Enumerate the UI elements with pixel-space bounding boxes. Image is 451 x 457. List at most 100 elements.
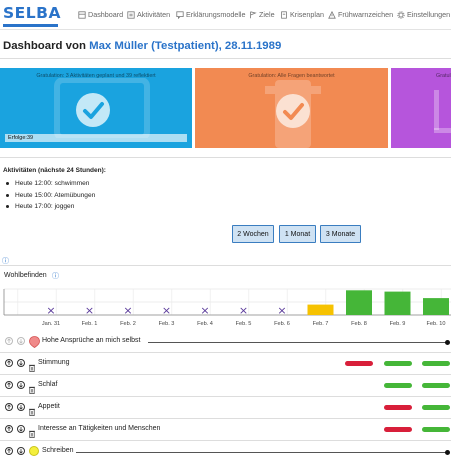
chart-tick-label: Feb. 8 xyxy=(351,321,367,327)
indicator-label: Schreiben xyxy=(42,447,74,454)
indicator-row: Schlaf xyxy=(0,375,451,397)
move-up-button[interactable] xyxy=(5,359,13,367)
arrow-down-icon xyxy=(19,361,23,366)
nav-aktivitaeten[interactable]: Aktivitäten xyxy=(127,10,170,19)
indicator-row: Interesse an Tätigkeiten und Menschen xyxy=(0,419,451,441)
card-questions[interactable]: Gratulation: Alle Fragen beantwortet xyxy=(195,68,388,148)
header-divider xyxy=(0,58,451,59)
card-third[interactable]: Gratul xyxy=(391,68,451,148)
top-navbar: SELBA Dashboard Aktivitäten Erklärungsmo… xyxy=(0,0,451,30)
activities-heading: Aktivitäten (nächste 24 Stunden): xyxy=(3,167,106,174)
bullet xyxy=(6,205,9,209)
warning-badge-icon xyxy=(29,335,40,348)
dashboard-icon xyxy=(78,10,86,19)
arrow-up-icon xyxy=(7,426,11,431)
nav-krisenplan[interactable]: Krisenplan xyxy=(280,10,324,19)
app-logo[interactable]: SELBA xyxy=(3,4,61,22)
nav-erklaerungsmodelle[interactable]: Erklärungsmodelle xyxy=(176,10,246,19)
patient-name[interactable]: Max Müller (Testpatient), 28.11.1989 xyxy=(89,40,282,52)
trash-icon[interactable] xyxy=(29,359,35,372)
indicator-label: Schlaf xyxy=(38,381,58,388)
chart-missing-marker: × xyxy=(162,304,171,317)
arrow-down-icon xyxy=(19,449,23,454)
card-third-icon xyxy=(434,90,451,133)
chart-tick-label: Feb. 1 xyxy=(82,321,98,327)
chart-bar xyxy=(423,298,449,315)
indicator-pill xyxy=(422,405,450,410)
timeline-end-dot xyxy=(445,340,450,345)
arrow-up-icon xyxy=(7,338,11,343)
move-up-button[interactable] xyxy=(5,337,13,345)
chart-tick-label: Feb. 9 xyxy=(390,321,406,327)
chart-tick-label: Feb. 6 xyxy=(274,321,290,327)
activity-text: Heute 15:00: Atemübungen xyxy=(15,191,96,199)
nav-einstellungen-label: Einstellungen xyxy=(407,10,451,19)
success-progress-fill xyxy=(5,134,187,142)
chart-missing-marker: × xyxy=(239,304,248,317)
timeline-line xyxy=(76,452,447,453)
range-1-month-button[interactable]: 1 Monat xyxy=(279,225,316,243)
indicator-row: Hohe Ansprüche an mich selbst xyxy=(0,331,451,353)
indicator-row: Schreiben xyxy=(0,441,451,457)
trash-icon[interactable] xyxy=(29,425,35,438)
move-down-button[interactable] xyxy=(17,381,25,389)
card-activities-caption: Gratulation: 3 Aktivitäten geplant und 3… xyxy=(36,73,156,79)
info-icon[interactable]: ⓘ xyxy=(2,258,9,265)
nav-fruehwarnzeichen-label: Frühwarnzeichen xyxy=(338,10,394,19)
indicator-label: Hohe Ansprüche an mich selbst xyxy=(42,337,141,344)
indicator-pill xyxy=(383,405,412,410)
wellbeing-info-icon[interactable]: ⓘ xyxy=(52,273,59,280)
chart-top-divider xyxy=(0,265,451,266)
chart-tick-label: Jan. 31 xyxy=(42,321,60,327)
nav-ziele-label: Ziele xyxy=(259,10,275,19)
indicator-pill xyxy=(383,361,412,366)
trash-icon[interactable] xyxy=(29,403,35,416)
arrow-down-icon xyxy=(19,339,23,344)
card-questions-caption: Gratulation: Alle Fragen beantwortet xyxy=(248,73,335,79)
nav-fruehwarnzeichen[interactable]: Frühwarnzeichen xyxy=(328,10,393,19)
move-up-button[interactable] xyxy=(5,381,13,389)
move-down-button[interactable] xyxy=(17,447,25,455)
indicator-pill xyxy=(383,427,412,432)
move-down-button[interactable] xyxy=(17,425,25,433)
move-up-button[interactable] xyxy=(5,425,13,433)
cards-divider xyxy=(0,157,451,158)
arrow-down-icon xyxy=(19,383,23,388)
activity-text: Heute 17:00: joggen xyxy=(15,203,75,211)
card-third-caption: Gratul xyxy=(436,73,451,79)
status-dot-icon xyxy=(29,446,39,456)
move-down-button[interactable] xyxy=(17,403,25,411)
indicator-pill xyxy=(422,383,450,388)
document-icon xyxy=(281,10,287,19)
move-up-button[interactable] xyxy=(5,447,13,455)
range-3-months-button[interactable]: 3 Monate xyxy=(320,225,361,243)
wellbeing-label: Wohlbefinden xyxy=(4,272,47,279)
indicator-label: Appetit xyxy=(38,403,60,410)
arrow-down-icon xyxy=(19,427,23,432)
gear-icon xyxy=(397,10,405,19)
wellbeing-chart: × Jan. 31 × Feb. 1 × Feb. 2 × Feb. 3 × Feb. 4 × Feb… xyxy=(3,288,451,327)
move-down-button[interactable] xyxy=(17,337,25,345)
card-activities[interactable]: Gratulation: 3 Aktivitäten geplant und 3… xyxy=(0,68,192,148)
arrow-up-icon xyxy=(7,360,11,365)
indicator-pill xyxy=(383,383,412,388)
trash-icon[interactable] xyxy=(29,381,35,394)
activity-item: Heute 17:00: joggen xyxy=(6,201,95,213)
indicator-row: Appetit xyxy=(0,397,451,419)
page-title: Dashboard von Max Müller (Testpatient), … xyxy=(3,40,281,52)
nav-krisenplan-label: Krisenplan xyxy=(290,10,324,19)
move-down-button[interactable] xyxy=(17,359,25,367)
nav-aktivitaeten-label: Aktivitäten xyxy=(137,10,171,19)
nav-ziele[interactable]: Ziele xyxy=(249,10,275,19)
range-2-weeks-button[interactable]: 2 Wochen xyxy=(232,225,274,243)
timeline-end-dot xyxy=(445,450,450,455)
logo-underline xyxy=(3,24,58,27)
move-up-button[interactable] xyxy=(5,403,13,411)
success-progress-bar: Erfolge:39 xyxy=(5,134,187,142)
nav-einstellungen[interactable]: Einstellungen xyxy=(397,10,450,19)
nav-dashboard[interactable]: Dashboard xyxy=(78,10,123,19)
chart-tick-label: Feb. 7 xyxy=(313,321,329,327)
arrow-up-icon xyxy=(7,448,11,453)
list-icon xyxy=(127,10,135,19)
